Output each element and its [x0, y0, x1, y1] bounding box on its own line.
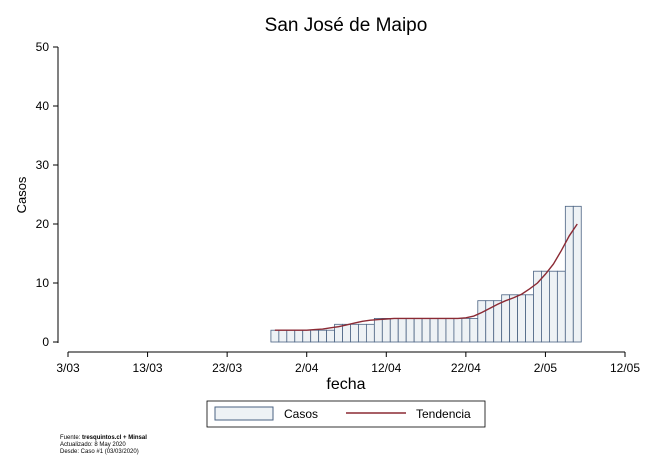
x-tick-label: 22/04 [451, 361, 481, 375]
bar [405, 317, 415, 343]
legend-label-casos: Casos [284, 407, 318, 421]
bar [549, 270, 558, 343]
bar [278, 329, 288, 343]
bar [326, 329, 335, 343]
bar [294, 329, 304, 343]
bar [445, 317, 455, 343]
bar [318, 329, 328, 343]
bar [342, 323, 351, 343]
y-tick-label: 30 [36, 158, 50, 172]
legend-swatch-casos [214, 406, 274, 421]
footer-source: Fuente: tresquintos.cl + Minsal [60, 435, 147, 442]
bar [493, 300, 503, 343]
footer-updated: Actualizado: 8 May 2020 [60, 442, 126, 448]
footer-since: Desde: Caso #1 (03/03/2020) [60, 449, 139, 455]
x-tick-label: 12/05 [610, 361, 640, 375]
bar [358, 323, 367, 343]
x-tick-label: 12/04 [371, 361, 401, 375]
x-ticks: 3/03 13/03 23/03 2/04 12/04 22/04 2/05 12/05 [56, 352, 640, 375]
y-tick-label: 10 [36, 276, 50, 290]
footer-source-label: Fuente: [60, 435, 83, 441]
bar [469, 317, 479, 343]
legend-label-tendencia: Tendencia [416, 407, 471, 421]
bar [286, 329, 296, 343]
trend-line [274, 223, 578, 331]
y-tick-label: 0 [42, 335, 49, 349]
bar [541, 270, 550, 343]
y-axis-label: Casos [14, 176, 29, 213]
bar [421, 317, 431, 343]
bar [413, 317, 423, 343]
bar [429, 317, 439, 343]
bars [270, 205, 582, 343]
x-tick-label: 2/05 [534, 361, 558, 375]
bar [477, 300, 487, 343]
x-tick-label: 3/03 [56, 361, 80, 375]
bar [453, 317, 463, 343]
bar [525, 294, 534, 343]
bar [373, 317, 383, 343]
bar [350, 323, 359, 343]
x-axis-label: fecha [326, 376, 365, 393]
bar [509, 294, 518, 343]
chart-title: San José de Maipo [265, 15, 428, 36]
bar [302, 329, 312, 343]
bar [389, 317, 399, 343]
bar [381, 317, 391, 343]
bar [564, 205, 574, 343]
x-tick-label: 13/03 [133, 361, 163, 375]
bar [397, 317, 407, 343]
bar [365, 323, 375, 343]
bar [310, 329, 320, 343]
bar [517, 294, 526, 343]
y-ticks: 0 10 20 30 40 50 [36, 40, 58, 349]
x-tick-label: 23/03 [212, 361, 242, 375]
bar [533, 270, 542, 343]
bar [437, 317, 447, 343]
bar [461, 317, 471, 343]
footer-source-value: tresquintos.cl + Minsal [82, 435, 147, 441]
legend: Casos Tendencia [206, 400, 486, 428]
y-tick-label: 50 [36, 40, 50, 54]
y-tick-label: 40 [36, 99, 50, 113]
bar [270, 329, 280, 343]
bar [572, 205, 582, 343]
y-tick-label: 20 [36, 217, 50, 231]
x-tick-label: 2/04 [295, 361, 319, 375]
bar [556, 270, 566, 343]
